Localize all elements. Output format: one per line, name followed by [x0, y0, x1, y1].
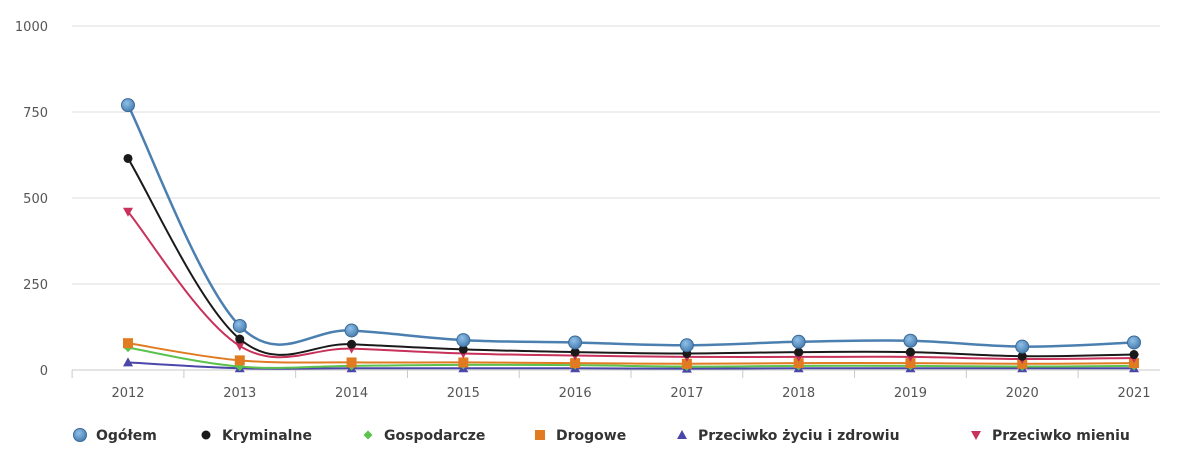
legend-marker[interactable]: [201, 430, 211, 440]
legend-item[interactable]: Przeciwko życiu i zdrowiu: [677, 428, 900, 444]
series-5: [123, 207, 1139, 364]
y-axis-ticks: 0 250 500 750 1000: [15, 20, 48, 379]
data-point[interactable]: [903, 333, 918, 348]
x-tick-label: 2016: [559, 386, 592, 401]
data-point[interactable]: [234, 355, 245, 366]
series-line[interactable]: [127, 346, 1135, 369]
legend-label: Drogowe: [556, 428, 626, 444]
y-tick-label: 0: [40, 364, 48, 379]
legend-label: Kryminalne: [222, 428, 312, 444]
data-point[interactable]: [568, 335, 583, 350]
data-point[interactable]: [235, 334, 245, 344]
y-tick-label: 1000: [15, 20, 48, 35]
series-lines: [121, 98, 1141, 373]
x-tick-label: 2018: [782, 386, 815, 401]
series-0: [121, 98, 1141, 354]
data-point[interactable]: [679, 338, 694, 353]
x-tick-label: 2019: [894, 386, 927, 401]
x-tick-label: 2020: [1006, 386, 1039, 401]
x-axis: 2012 2013 2014 2015 2016 2017 2018 2019 2020 2021: [71, 369, 1160, 401]
data-point[interactable]: [1015, 339, 1030, 354]
legend-item[interactable]: Gospodarcze: [363, 428, 486, 444]
data-point[interactable]: [905, 358, 916, 369]
data-point[interactable]: [121, 98, 135, 113]
data-point[interactable]: [458, 344, 468, 354]
legend-marker[interactable]: [73, 428, 87, 442]
data-point[interactable]: [347, 339, 357, 349]
y-tick-label: 250: [23, 278, 48, 293]
series-1: [123, 153, 1139, 361]
data-point[interactable]: [794, 347, 804, 357]
data-point[interactable]: [570, 347, 580, 357]
data-point[interactable]: [1129, 358, 1139, 369]
legend-item[interactable]: Ogółem: [73, 428, 157, 444]
x-tick-label: 2013: [223, 386, 256, 401]
grid-lines: [72, 25, 1160, 285]
x-tick-label: 2015: [447, 386, 480, 401]
series-line[interactable]: [127, 342, 1135, 365]
x-tick-label: 2021: [1117, 386, 1150, 401]
data-point[interactable]: [234, 341, 245, 351]
data-point[interactable]: [681, 358, 692, 369]
x-tick-label: 2012: [111, 386, 144, 401]
data-point[interactable]: [1017, 351, 1027, 361]
data-point[interactable]: [793, 358, 804, 369]
data-point[interactable]: [1129, 350, 1139, 360]
y-tick-label: 750: [23, 106, 48, 121]
data-point[interactable]: [123, 357, 133, 367]
x-tick-label: 2014: [335, 386, 368, 401]
data-point[interactable]: [123, 153, 133, 163]
x-tick-label: 2017: [670, 386, 703, 401]
legend-item[interactable]: Przeciwko mieniu: [971, 428, 1130, 444]
data-point[interactable]: [456, 333, 471, 348]
data-point[interactable]: [1127, 335, 1141, 350]
legend-item[interactable]: Drogowe: [535, 428, 626, 444]
legend-marker[interactable]: [677, 430, 687, 439]
series-line[interactable]: [126, 104, 1135, 348]
series-line[interactable]: [127, 361, 1134, 370]
data-point[interactable]: [458, 357, 469, 368]
series-line[interactable]: [127, 211, 1135, 361]
data-point[interactable]: [791, 334, 806, 349]
legend-marker[interactable]: [363, 430, 373, 440]
legend-label: Gospodarcze: [384, 428, 485, 444]
data-point[interactable]: [123, 338, 133, 349]
y-tick-label: 500: [23, 192, 48, 207]
legend[interactable]: Ogółem Kryminalne Gospodarcze Drogowe Przeci…: [73, 428, 1130, 444]
data-point[interactable]: [232, 318, 247, 333]
data-point[interactable]: [344, 323, 359, 338]
legend-marker[interactable]: [535, 430, 545, 440]
data-point[interactable]: [905, 347, 915, 357]
legend-item[interactable]: Kryminalne: [201, 428, 312, 444]
data-point[interactable]: [346, 357, 357, 368]
data-point[interactable]: [570, 358, 581, 369]
legend-marker[interactable]: [971, 431, 981, 440]
series-line[interactable]: [127, 157, 1135, 358]
legend-label: Ogółem: [96, 428, 157, 444]
legend-label: Przeciwko mieniu: [992, 428, 1130, 444]
legend-label: Przeciwko życiu i zdrowiu: [698, 428, 900, 444]
data-point[interactable]: [123, 207, 133, 217]
